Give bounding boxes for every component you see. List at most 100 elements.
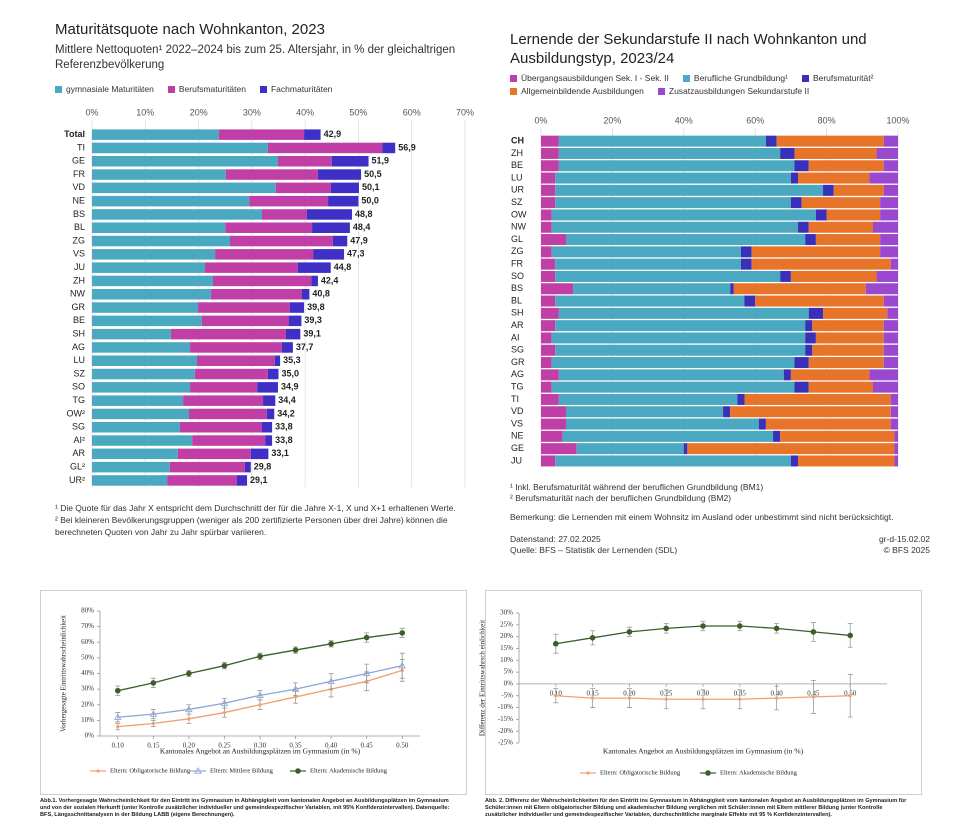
bar-segment (565, 234, 806, 246)
marker (222, 710, 227, 715)
bar-segment (737, 393, 745, 405)
bar-segment (304, 129, 321, 140)
legend-swatch (510, 88, 517, 95)
bar-segment (723, 406, 731, 418)
y-tick-label: -10% (498, 703, 513, 711)
bar-segment (780, 270, 791, 282)
x-tick-label: 20% (190, 107, 208, 117)
bar-segment (92, 289, 211, 300)
marker (186, 670, 192, 677)
bar-segment (267, 142, 383, 154)
bar-segment (274, 355, 281, 366)
bar-segment (876, 147, 898, 159)
category-label: NW (511, 222, 526, 232)
figure-caption: Abb. 2. Differenz der Wahrscheinlichkeit… (485, 798, 907, 818)
bar-segment (170, 328, 286, 340)
bar-segment (198, 302, 290, 313)
bar-segment (541, 393, 559, 405)
bar-segment (823, 307, 888, 319)
bar-segment (541, 344, 556, 356)
category-label: NE (72, 196, 85, 206)
category-label: GL (511, 234, 523, 244)
bar-segment (92, 435, 193, 446)
category-label: FR (73, 169, 85, 179)
category-label: VS (73, 249, 85, 259)
bar-segment (805, 332, 816, 344)
bar-segment (332, 235, 348, 247)
bar-segment (555, 295, 745, 307)
bar-segment (755, 295, 884, 307)
y-tick-label: 15% (500, 644, 513, 652)
x-tick-label: 0.10 (112, 742, 125, 750)
bar-segment (790, 369, 870, 381)
bar-segment (281, 342, 293, 353)
bar-segment (730, 283, 734, 295)
legend-swatch (259, 86, 267, 93)
bar-segment (794, 160, 809, 172)
total-label: 33,8 (275, 422, 293, 432)
bar-segment (225, 169, 318, 180)
bar-segment (92, 129, 219, 140)
category-label: ZH (511, 148, 523, 158)
bar-segment (558, 393, 738, 405)
category-label: UR (511, 185, 524, 195)
bar-segment (188, 408, 267, 420)
bar-segment (558, 135, 766, 147)
bar-segment (873, 381, 898, 393)
bar-segment (815, 234, 881, 246)
bar-segment (562, 430, 774, 442)
y-tick-label: 25% (500, 620, 513, 628)
marker (185, 705, 193, 713)
bar-segment (92, 262, 205, 273)
bar-segment (541, 332, 552, 344)
bar-segment (883, 160, 898, 172)
bar-segment (798, 221, 809, 233)
bar-segment (92, 142, 268, 154)
bar-segment (541, 221, 552, 233)
total-label: 29,1 (250, 475, 268, 485)
bar-segment (808, 381, 874, 393)
marker (293, 695, 298, 699)
x-tick-label: 80% (818, 115, 836, 125)
bar-segment (890, 406, 898, 418)
bar-segment (92, 249, 216, 260)
bar-segment (92, 182, 276, 194)
bar-segment (730, 406, 891, 418)
category-label: VS (511, 418, 523, 428)
bar-segment (313, 249, 345, 260)
bar-segment (808, 357, 884, 369)
category-label: SO (511, 271, 524, 281)
legend-label: Zusatzausbildungen Sekundarstufe II (668, 86, 810, 96)
category-label: ZG (511, 246, 524, 256)
legend-label: Eltern: Obligatorische Bildung (110, 767, 191, 774)
bar-segment (794, 381, 809, 393)
bar-segment (883, 295, 898, 307)
marker (626, 629, 633, 635)
marker (328, 641, 334, 647)
bar-segment (541, 443, 577, 455)
bar-segment (805, 234, 816, 246)
category-label: Total (64, 129, 85, 139)
y-tick-label: -25% (498, 739, 513, 747)
bar-segment (92, 156, 278, 167)
bar-segment (541, 406, 566, 418)
bar-segment (790, 455, 799, 467)
bar-segment (92, 461, 170, 473)
legend-label: Fachmaturitäten (270, 84, 333, 94)
bar-segment (880, 234, 898, 246)
bar-segment (555, 320, 806, 332)
bar-segment (576, 443, 684, 455)
bar-segment (196, 355, 275, 366)
marker (553, 640, 559, 647)
bar-segment (267, 368, 279, 380)
bar-segment (558, 307, 809, 319)
x-tick-label: 0.50 (396, 742, 409, 750)
bar-segment (687, 443, 895, 455)
category-label: ZH (73, 275, 85, 285)
category-label: BE (511, 160, 523, 170)
y-tick-label: 30% (500, 609, 513, 617)
bar-segment (541, 172, 556, 184)
category-label: GR (72, 302, 86, 312)
